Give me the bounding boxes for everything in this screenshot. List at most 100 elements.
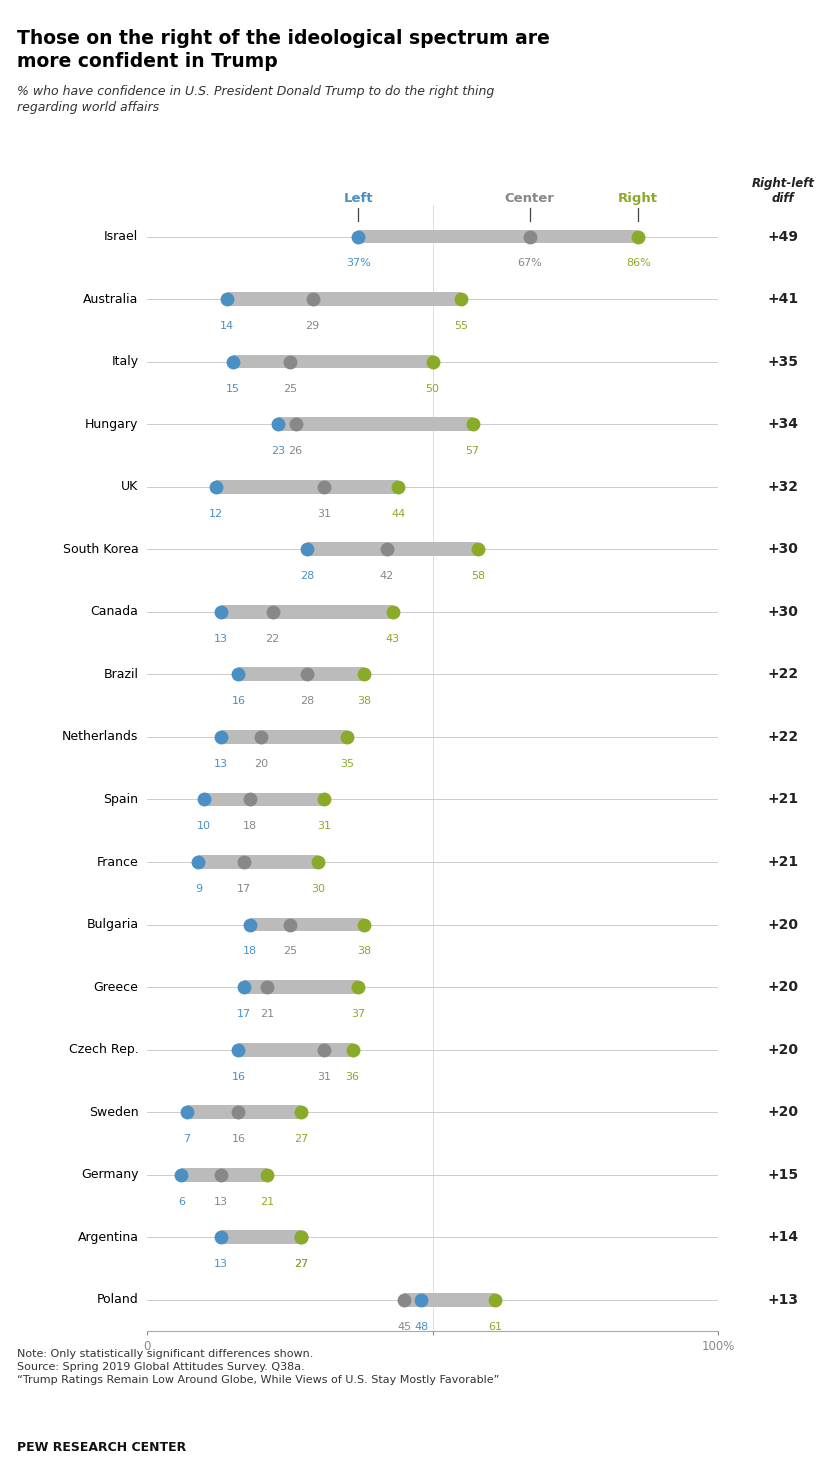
Point (220, 287, 234, 311)
Text: France: France (97, 856, 139, 868)
Point (214, 726, 228, 749)
Text: Center: Center (505, 192, 554, 205)
Text: 6: 6 (178, 1196, 185, 1207)
Text: 16: 16 (231, 1072, 245, 1082)
Text: +13: +13 (768, 1293, 799, 1306)
Text: 9: 9 (195, 884, 202, 894)
Text: +20: +20 (768, 918, 799, 931)
Text: 38: 38 (357, 947, 371, 956)
Point (283, 350, 297, 374)
Point (300, 538, 313, 561)
Text: Note: Only statistically significant differences shown.
Source: Spring 2019 Glob: Note: Only statistically significant dif… (17, 1349, 499, 1385)
Point (489, 1289, 502, 1312)
Point (295, 1226, 308, 1249)
Bar (239, 1042, 353, 1057)
Bar (221, 730, 347, 743)
Point (466, 412, 480, 435)
Point (471, 538, 485, 561)
Text: Italy: Italy (112, 355, 139, 368)
Point (632, 224, 645, 248)
Point (295, 1226, 308, 1249)
Point (232, 1101, 245, 1124)
Point (238, 850, 251, 874)
Point (214, 1226, 228, 1249)
Text: 38: 38 (357, 696, 371, 707)
Text: 27: 27 (294, 1259, 308, 1270)
Text: +20: +20 (768, 981, 799, 994)
Text: Hungary: Hungary (85, 418, 139, 431)
Text: Greece: Greece (93, 981, 139, 994)
Text: South Korea: South Korea (63, 542, 139, 556)
Text: Czech Rep.: Czech Rep. (69, 1044, 139, 1056)
Text: Australia: Australia (83, 293, 139, 305)
Text: 50: 50 (426, 384, 439, 393)
Bar (307, 542, 478, 556)
Point (340, 726, 354, 749)
Point (255, 726, 268, 749)
Bar (404, 1293, 496, 1306)
Point (175, 1163, 188, 1186)
Point (214, 1163, 228, 1186)
Bar (181, 1168, 267, 1182)
Text: 37%: 37% (346, 258, 370, 268)
Text: Argentina: Argentina (77, 1231, 139, 1243)
Bar (244, 981, 359, 994)
Point (306, 287, 319, 311)
Text: 17: 17 (237, 1009, 251, 1019)
Point (260, 975, 274, 998)
Text: +14: +14 (768, 1230, 799, 1245)
Text: 25: 25 (283, 384, 297, 393)
Text: Those on the right of the ideological spectrum are
more confident in Trump: Those on the right of the ideological sp… (17, 29, 549, 70)
Point (181, 1101, 194, 1124)
Point (289, 412, 302, 435)
Point (238, 975, 251, 998)
Bar (204, 793, 324, 806)
Text: Israel: Israel (104, 230, 139, 243)
Point (260, 1163, 274, 1186)
Bar (216, 479, 398, 494)
Text: +20: +20 (768, 1105, 799, 1119)
Text: 29: 29 (306, 321, 320, 331)
Text: 28: 28 (300, 572, 314, 581)
Text: Brazil: Brazil (103, 668, 139, 680)
Text: Left: Left (344, 192, 373, 205)
Point (397, 1289, 411, 1312)
Point (318, 1038, 331, 1061)
Text: +30: +30 (768, 542, 799, 556)
Bar (221, 605, 392, 619)
Bar (278, 418, 473, 431)
Bar (198, 855, 318, 869)
Point (454, 287, 468, 311)
Text: Right-left
diff: Right-left diff (752, 177, 815, 205)
Point (426, 350, 439, 374)
Point (414, 1289, 428, 1312)
Text: 14: 14 (220, 321, 234, 331)
Text: +34: +34 (768, 418, 799, 431)
Text: 16: 16 (231, 1135, 245, 1143)
Text: 17: 17 (237, 884, 251, 894)
Point (523, 224, 537, 248)
Point (386, 600, 399, 623)
Text: 22: 22 (265, 633, 280, 644)
Point (232, 663, 245, 686)
Text: 28: 28 (300, 696, 314, 707)
Text: 37: 37 (351, 1009, 365, 1019)
Text: UK: UK (121, 481, 139, 493)
Text: Netherlands: Netherlands (62, 730, 139, 743)
Point (283, 913, 297, 937)
Text: 35: 35 (340, 759, 354, 768)
Text: 18: 18 (243, 947, 257, 956)
Point (318, 787, 331, 811)
Text: +22: +22 (768, 730, 799, 743)
Point (318, 475, 331, 498)
Text: +30: +30 (768, 605, 799, 619)
Point (346, 1038, 360, 1061)
Point (243, 787, 256, 811)
Text: 27: 27 (294, 1259, 308, 1270)
Text: 12: 12 (208, 509, 223, 519)
Text: 57: 57 (465, 446, 480, 456)
Point (352, 224, 365, 248)
Text: +35: +35 (768, 355, 799, 368)
Point (300, 663, 313, 686)
Text: 67%: 67% (517, 258, 542, 268)
